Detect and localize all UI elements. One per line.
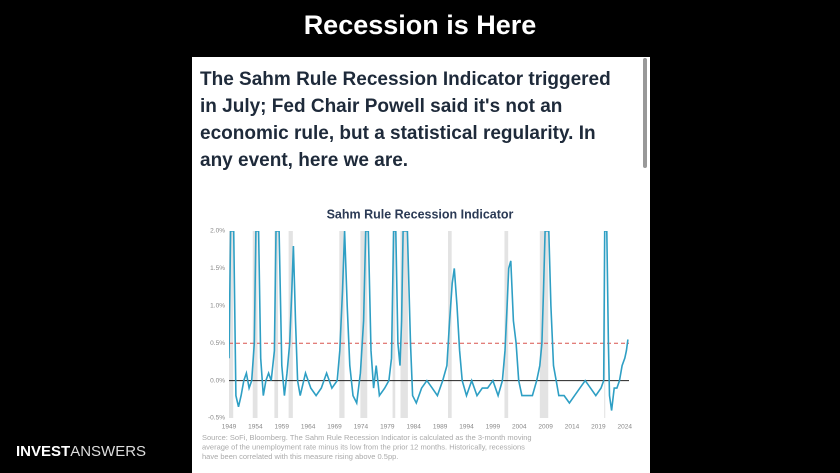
- x-tick-label: 1974: [354, 424, 369, 431]
- y-tick-label: -0.5%: [208, 415, 225, 422]
- x-tick-label: 1954: [248, 424, 263, 431]
- x-tick-label: 2024: [618, 424, 633, 431]
- slide-title: Recession is Here: [304, 10, 537, 40]
- y-tick-label: 0.5%: [210, 340, 225, 347]
- x-tick-label: 1984: [406, 424, 421, 431]
- source-line: Source: SoFi, Bloomberg. The Sahm Rule R…: [202, 433, 532, 442]
- x-tick-label: 1994: [459, 424, 474, 431]
- x-tick-label: 1979: [380, 424, 395, 431]
- x-tick-label: 2019: [591, 424, 606, 431]
- x-tick-label: 1949: [222, 424, 237, 431]
- recession-band: [392, 231, 396, 418]
- recession-band: [274, 231, 279, 418]
- y-tick-label: 2.0%: [210, 228, 225, 235]
- brand-light: ANSWERS: [70, 443, 146, 460]
- headline-line: any event, here we are.: [200, 150, 408, 171]
- recession-band: [339, 231, 345, 418]
- x-tick-label: 2004: [512, 424, 527, 431]
- y-tick-label: 1.0%: [210, 303, 225, 310]
- recession-band: [539, 231, 549, 418]
- source-line: have been correlated with this measure r…: [202, 452, 398, 461]
- x-tick-label: 1959: [275, 424, 290, 431]
- recession-band: [229, 231, 234, 418]
- x-tick-label: 2009: [538, 424, 553, 431]
- x-tick-label: 1969: [327, 424, 342, 431]
- series-line: [229, 231, 629, 411]
- x-tick-label: 1964: [301, 424, 316, 431]
- brand-bold: INVEST: [16, 443, 70, 460]
- x-tick-label: 2014: [565, 424, 580, 431]
- headline-line: economic rule, but a statistical regular…: [200, 123, 596, 144]
- headline-line: The Sahm Rule Recession Indicator trigge…: [200, 69, 611, 90]
- brand: INVESTANSWERS: [16, 443, 146, 460]
- y-tick-label: 0.0%: [210, 377, 225, 384]
- headline-line: in July; Fed Chair Powell said it's not …: [200, 96, 562, 117]
- recession-band: [400, 231, 408, 418]
- source-line: average of the unemployment rate minus i…: [202, 442, 525, 451]
- scrollbar[interactable]: [643, 58, 647, 168]
- panel: [192, 57, 650, 473]
- y-tick-label: 1.5%: [210, 265, 225, 272]
- chart-title: Sahm Rule Recession Indicator: [327, 207, 514, 221]
- x-tick-label: 1999: [486, 424, 501, 431]
- x-tick-label: 1989: [433, 424, 448, 431]
